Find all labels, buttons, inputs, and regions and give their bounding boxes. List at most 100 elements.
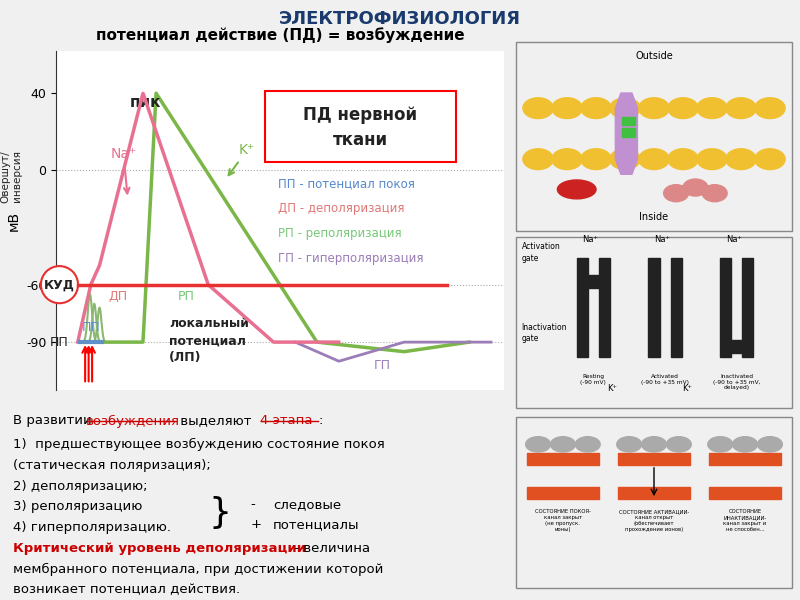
- Text: ДП - деполяризация: ДП - деполяризация: [278, 202, 404, 215]
- Text: ПП: ПП: [50, 335, 69, 349]
- Circle shape: [610, 98, 640, 119]
- Text: 1)  предшествующее возбуждению состояние покоя: 1) предшествующее возбуждению состояние …: [13, 438, 385, 451]
- Title: потенциал действие (ПД) = возбуждение: потенциал действие (ПД) = возбуждение: [96, 27, 464, 43]
- Bar: [710, 453, 781, 465]
- Polygon shape: [720, 257, 731, 356]
- Text: Activated
(-90 to +35 mV): Activated (-90 to +35 mV): [641, 374, 689, 385]
- Text: (статическая поляризация);: (статическая поляризация);: [13, 459, 210, 472]
- Text: +: +: [250, 518, 262, 532]
- Text: мембранного потенциала, при достижении которой: мембранного потенциала, при достижении к…: [13, 563, 383, 576]
- Circle shape: [754, 149, 785, 170]
- Text: СОСТОЯНИЕ АКТИВАЦИИ-
канал открыт
(обеспечивает
прохождение ионов): СОСТОЯНИЕ АКТИВАЦИИ- канал открыт (обесп…: [619, 509, 689, 532]
- Circle shape: [666, 437, 691, 452]
- Text: СОСТОЯНИЕ
ИНАКТИВАЦИИ-
канал закрыт и
не способен...: СОСТОЯНИЕ ИНАКТИВАЦИИ- канал закрыт и не…: [723, 509, 766, 532]
- Text: ЭЛЕКТРОФИЗИОЛОГИЯ: ЭЛЕКТРОФИЗИОЛОГИЯ: [279, 10, 521, 28]
- Text: возбуждения: возбуждения: [86, 415, 179, 428]
- Text: Na⁺: Na⁺: [654, 235, 670, 244]
- Ellipse shape: [558, 180, 596, 199]
- Polygon shape: [615, 93, 638, 174]
- Text: следовые: следовые: [273, 497, 341, 511]
- Circle shape: [639, 98, 669, 119]
- Text: ДП: ДП: [108, 290, 127, 303]
- Text: ПП - потенциал покоя: ПП - потенциал покоя: [278, 178, 414, 190]
- Text: 4 этапа: 4 этапа: [261, 415, 313, 427]
- Text: :: :: [318, 415, 322, 427]
- Circle shape: [581, 149, 611, 170]
- Text: Inside: Inside: [639, 212, 669, 221]
- Text: локальный
потенциал
(ЛП): локальный потенциал (ЛП): [169, 317, 249, 364]
- Text: Outside: Outside: [635, 52, 673, 61]
- Circle shape: [642, 437, 666, 452]
- Circle shape: [664, 185, 689, 202]
- Text: ГП - гиперполяризация: ГП - гиперполяризация: [278, 252, 423, 265]
- Text: пик: пик: [130, 95, 162, 110]
- FancyBboxPatch shape: [265, 91, 456, 162]
- Circle shape: [639, 149, 669, 170]
- Polygon shape: [649, 257, 659, 356]
- Circle shape: [552, 98, 582, 119]
- Text: ГП: ГП: [374, 359, 390, 372]
- Text: K⁺: K⁺: [608, 384, 618, 393]
- Circle shape: [733, 437, 758, 452]
- Text: - величина: - величина: [290, 542, 370, 555]
- Text: РП - реполяризация: РП - реполяризация: [278, 227, 402, 240]
- Circle shape: [668, 98, 698, 119]
- Text: Критический уровень деполяризации: Критический уровень деполяризации: [13, 542, 306, 555]
- Circle shape: [708, 437, 733, 452]
- Circle shape: [610, 149, 640, 170]
- Text: Inactivation: Inactivation: [522, 323, 567, 331]
- Text: Resting
(-90 mV): Resting (-90 mV): [580, 374, 606, 385]
- Text: потенциалы: потенциалы: [273, 518, 359, 532]
- Circle shape: [575, 437, 600, 452]
- Circle shape: [550, 437, 575, 452]
- Circle shape: [697, 149, 727, 170]
- Text: ПД нервной
ткани: ПД нервной ткани: [303, 106, 418, 149]
- Text: возникает потенциал действия.: возникает потенциал действия.: [13, 584, 240, 596]
- Text: K⁺: K⁺: [682, 384, 692, 393]
- Circle shape: [523, 98, 554, 119]
- Circle shape: [668, 149, 698, 170]
- Bar: [618, 453, 690, 465]
- Circle shape: [702, 185, 727, 202]
- Text: Na⁺: Na⁺: [726, 235, 742, 244]
- Text: gate: gate: [522, 334, 539, 343]
- Circle shape: [726, 149, 756, 170]
- Circle shape: [697, 98, 727, 119]
- Text: Овершут/
инверсия: Овершут/ инверсия: [0, 150, 22, 203]
- Text: gate: gate: [522, 254, 539, 263]
- Polygon shape: [598, 257, 610, 356]
- Text: Activation: Activation: [522, 242, 560, 251]
- Text: КУД: КУД: [44, 278, 75, 291]
- Text: 4) гиперполяризацию.: 4) гиперполяризацию.: [13, 521, 171, 534]
- Polygon shape: [670, 257, 682, 356]
- Text: }: }: [208, 496, 231, 530]
- Text: ПП: ПП: [82, 320, 100, 334]
- Bar: [622, 116, 634, 125]
- Circle shape: [726, 98, 756, 119]
- Polygon shape: [723, 340, 750, 353]
- Bar: [527, 487, 598, 499]
- Circle shape: [526, 437, 550, 452]
- Circle shape: [617, 437, 642, 452]
- Text: РП: РП: [178, 290, 195, 303]
- Circle shape: [581, 98, 611, 119]
- Bar: [622, 128, 634, 136]
- Text: 3) реполяризацию: 3) реполяризацию: [13, 500, 142, 514]
- Circle shape: [683, 179, 708, 196]
- Text: 2) деполяризацию;: 2) деполяризацию;: [13, 479, 147, 493]
- Y-axis label: мВ: мВ: [6, 211, 20, 230]
- Text: СОСТОЯНИЕ ПОКОЯ-
канал закрыт
(не пропуск.
ионы): СОСТОЯНИЕ ПОКОЯ- канал закрыт (не пропус…: [535, 509, 591, 532]
- Circle shape: [552, 149, 582, 170]
- Polygon shape: [742, 257, 754, 356]
- Bar: [618, 487, 690, 499]
- Text: Na⁺: Na⁺: [110, 147, 137, 193]
- Text: Inactivated
(-90 to +35 mV,
delayed): Inactivated (-90 to +35 mV, delayed): [713, 374, 761, 391]
- Text: В развитии: В развитии: [13, 415, 96, 427]
- Polygon shape: [577, 257, 588, 356]
- Polygon shape: [579, 275, 607, 289]
- Circle shape: [758, 437, 782, 452]
- Text: K⁺: K⁺: [229, 143, 255, 175]
- Bar: [710, 487, 781, 499]
- Circle shape: [754, 98, 785, 119]
- Circle shape: [523, 149, 554, 170]
